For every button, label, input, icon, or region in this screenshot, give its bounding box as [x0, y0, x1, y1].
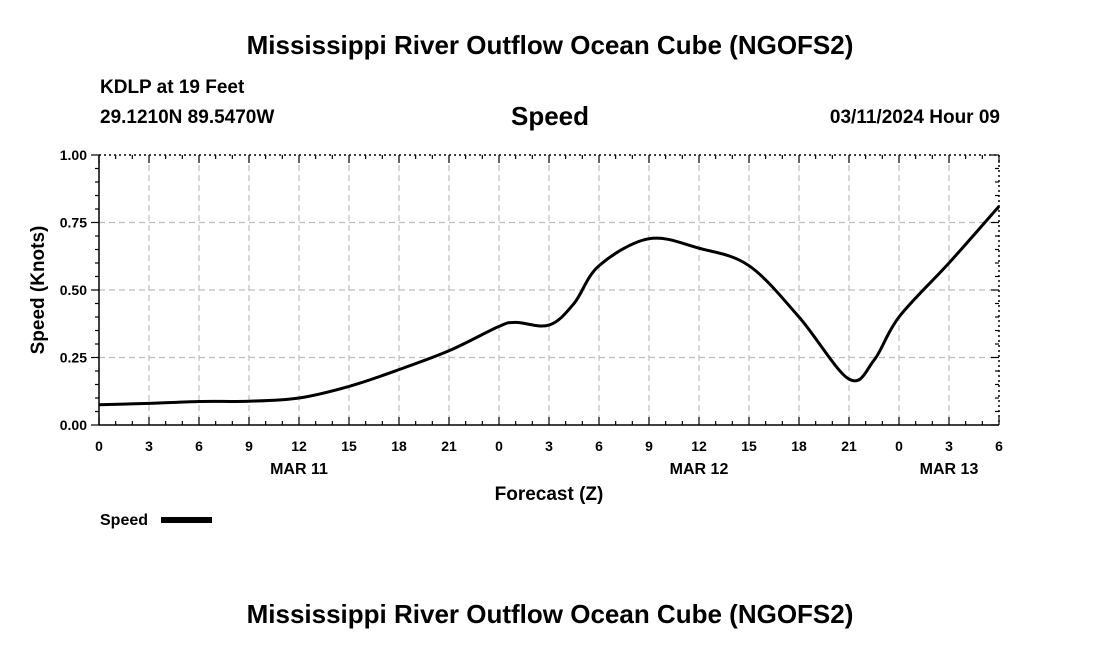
date-label: MAR 12 [670, 461, 729, 478]
y-axis-label: Speed (Knots) [28, 226, 49, 355]
x-tick-label: 21 [441, 438, 457, 454]
datetime-label: 03/11/2024 Hour 09 [829, 107, 1000, 128]
x-tick-label: 0 [895, 438, 903, 454]
x-tick-label: 0 [495, 438, 503, 454]
y-tick-label: 0.75 [60, 215, 87, 231]
x-tick-label: 15 [341, 438, 357, 454]
x-tick-label: 21 [841, 438, 857, 454]
x-tick-label: 18 [391, 438, 407, 454]
x-axis-label: Forecast (Z) [495, 484, 604, 505]
x-tick-label: 6 [195, 438, 203, 454]
main-title: Mississippi River Outflow Ocean Cube (NG… [246, 30, 854, 60]
x-tick-label: 9 [645, 438, 653, 454]
speed-chart: 0 3 6 9 12 15 18 21 0 3 6 9 12 15 18 21 0 3 6 0.00 0.25 0.50 0… [28, 147, 1003, 529]
x-tick-label: 9 [245, 438, 253, 454]
x-tick-label: 12 [291, 438, 307, 454]
x-tick-label: 12 [691, 438, 707, 454]
x-tick-label: 15 [741, 438, 757, 454]
y-tick-label: 1.00 [60, 147, 87, 163]
variable-title: Speed [510, 101, 590, 131]
y-tick-label: 0.00 [60, 417, 87, 433]
repeated-title: Mississippi River Outflow Ocean Cube (NG… [246, 599, 854, 629]
speed-series-line [98, 205, 1001, 407]
x-tick-label: 6 [595, 438, 603, 454]
y-tick-label: 0.50 [60, 282, 87, 298]
legend-label: Speed [100, 512, 148, 529]
x-tick-label: 3 [145, 438, 153, 454]
y-tick-label: 0.25 [60, 350, 87, 366]
x-tick-label: 3 [945, 438, 953, 454]
station-label: KDLP at 19 Feet [100, 77, 245, 98]
x-tick-label: 18 [791, 438, 807, 454]
x-tick-label: 0 [95, 438, 103, 454]
date-label: MAR 11 [270, 461, 328, 478]
coordinates-label: 29.1210N 89.5470W [100, 107, 275, 128]
x-tick-label: 3 [545, 438, 553, 454]
date-label: MAR 13 [920, 461, 979, 478]
x-tick-label: 6 [995, 438, 1003, 454]
